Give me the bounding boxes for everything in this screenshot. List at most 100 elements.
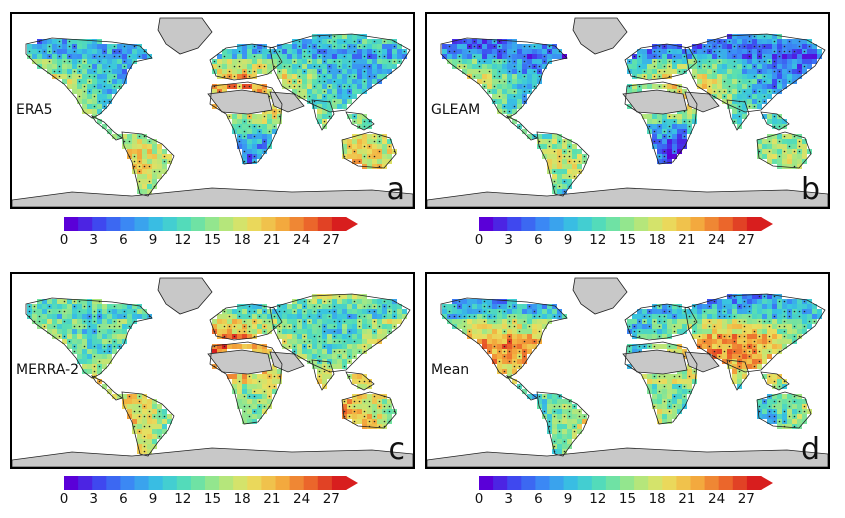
colorbar-c: 0 3 6 9 12 15 18 21 24 27 xyxy=(60,474,360,510)
coastline xyxy=(25,297,153,379)
coastline xyxy=(440,297,568,379)
masked-region xyxy=(572,277,628,315)
colorbar-tick-label: 9 xyxy=(563,232,573,248)
colorbar-cell xyxy=(233,476,248,490)
colorbar-tick-label: 12 xyxy=(589,491,607,507)
colorbar-cell xyxy=(92,476,107,490)
coastline xyxy=(209,303,283,341)
colorbar-ticks-b: 0 3 6 9 12 15 18 21 24 27 xyxy=(475,232,775,250)
coastline xyxy=(440,37,568,119)
coastline xyxy=(345,371,375,391)
coastline xyxy=(624,341,698,425)
masked-region xyxy=(427,187,828,207)
colorbar-tick-label: 24 xyxy=(708,491,726,507)
colorbar-tick-label: 21 xyxy=(263,232,281,248)
colorbar-extend-arrow xyxy=(761,217,773,231)
masked-region xyxy=(269,91,305,113)
colorbar-tick-label: 0 xyxy=(59,491,69,507)
colorbar-cell xyxy=(507,217,522,231)
masked-region xyxy=(157,277,213,315)
colorbar-tick-label: 21 xyxy=(263,491,281,507)
colorbar-cell xyxy=(219,476,234,490)
colorbar-cell xyxy=(662,217,677,231)
colorbar-cell xyxy=(521,476,536,490)
colorbar-cell xyxy=(275,217,291,231)
coastline xyxy=(756,391,812,429)
colorbar-cell xyxy=(732,217,748,231)
colorbar-tick-label: 6 xyxy=(534,232,543,248)
colorbar-cell xyxy=(577,476,593,490)
colorbar-cell xyxy=(718,217,734,231)
colorbar-ticks-a: 0 3 6 9 12 15 18 21 24 27 xyxy=(60,232,360,250)
colorbar-cell xyxy=(233,217,248,231)
colorbar-cell xyxy=(106,476,121,490)
colorbar-cell xyxy=(535,476,550,490)
panel-b: GLEAM b xyxy=(425,12,830,209)
colorbar-cell xyxy=(535,217,550,231)
coastline xyxy=(209,43,283,81)
colorbar-cell xyxy=(331,476,347,490)
coastline xyxy=(756,131,812,169)
coastline xyxy=(311,359,335,391)
land-field xyxy=(27,34,407,194)
coastline xyxy=(90,114,123,141)
coastline xyxy=(684,33,826,113)
colorbar-cell xyxy=(563,476,579,490)
colorbar-tick-label: 15 xyxy=(618,491,637,507)
colorbar-cell xyxy=(134,476,150,490)
colorbar-cell xyxy=(289,217,305,231)
colorbar-cell xyxy=(162,476,178,490)
colorbar-tick-label: 27 xyxy=(737,232,755,248)
coastline xyxy=(341,131,397,169)
land-field xyxy=(27,294,407,454)
colorbar-b: 0 3 6 9 12 15 18 21 24 27 xyxy=(475,215,775,251)
colorbar-cell xyxy=(261,476,276,490)
colorbar-cell xyxy=(648,217,663,231)
coastline xyxy=(726,359,750,391)
colorbar-tick-label: 9 xyxy=(148,491,158,507)
map-a xyxy=(12,17,413,207)
panel-letter-c: c xyxy=(388,432,406,467)
colorbar-tick-label: 9 xyxy=(563,491,573,507)
masked-region xyxy=(207,89,273,115)
coastline xyxy=(269,33,411,113)
masked-region xyxy=(622,349,688,375)
colorbar-cell xyxy=(676,476,691,490)
colorbar-tick-label: 3 xyxy=(89,491,98,507)
colorbar-tick-label: 24 xyxy=(293,491,311,507)
colorbar-tick-label: 24 xyxy=(708,232,726,248)
colorbar-cell xyxy=(690,476,706,490)
colorbar-cell xyxy=(190,476,206,490)
colorbar-strip-a xyxy=(64,217,358,231)
coastline xyxy=(684,293,826,373)
colorbar-strip-c xyxy=(64,476,358,490)
colorbar-ticks-d: 0 3 6 9 12 15 18 21 24 27 xyxy=(475,491,775,509)
colorbar-tick-label: 27 xyxy=(737,491,755,507)
colorbar-tick-label: 3 xyxy=(89,232,98,248)
colorbar-cell xyxy=(78,476,93,490)
colorbar-tick-label: 21 xyxy=(678,491,696,507)
colorbar-tick-label: 21 xyxy=(678,232,696,248)
land-field xyxy=(442,34,822,194)
colorbar-cell xyxy=(247,476,262,490)
colorbar-cell xyxy=(563,217,579,231)
colorbar-tick-label: 3 xyxy=(504,491,513,507)
colorbar-cell xyxy=(303,217,319,231)
masked-region xyxy=(427,447,828,467)
panel-letter-a: a xyxy=(386,172,405,207)
colorbar-tick-label: 6 xyxy=(119,232,128,248)
masked-region xyxy=(684,351,720,373)
colorbar-cell xyxy=(620,476,635,490)
colorbar-cell xyxy=(261,217,276,231)
colorbar-cell xyxy=(275,476,291,490)
masked-region xyxy=(269,351,305,373)
coastline xyxy=(341,391,397,429)
colorbar-cell xyxy=(577,217,593,231)
coastline xyxy=(269,293,411,373)
colorbar-cell xyxy=(493,476,508,490)
coastline xyxy=(345,111,375,131)
model-label-a: ERA5 xyxy=(16,102,53,118)
colorbar-cell xyxy=(549,476,565,490)
masked-region xyxy=(684,91,720,113)
colorbar-cell xyxy=(662,476,677,490)
